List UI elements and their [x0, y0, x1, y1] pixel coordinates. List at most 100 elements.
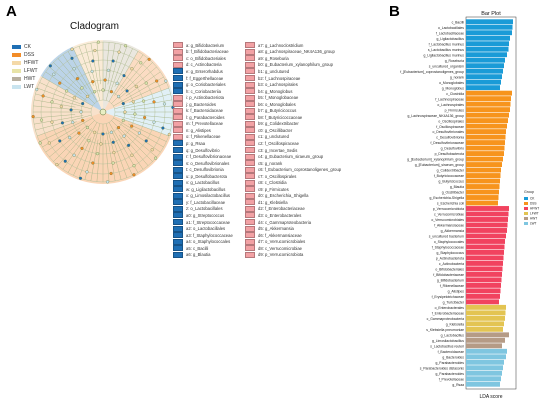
- taxa-legend-label: d8: c_Verrucomicrobiae: [258, 245, 302, 251]
- taxa-legend-item: a8: g_Lachnospiraceae_NK4A136_group: [245, 48, 341, 56]
- tree-node: [103, 78, 107, 82]
- taxa-legend-item: b6: o_Monoglobales: [245, 101, 341, 108]
- group-swatch: [12, 77, 21, 81]
- bar-category-label: f_Lachnospiraceae: [435, 97, 464, 101]
- taxa-legend-item: x: g_Limosilactobacillus: [173, 192, 233, 200]
- bar-category-label: g_Ligilactobacillus: [436, 37, 464, 41]
- taxa-swatch: [245, 212, 255, 219]
- taxa-legend-item: i: p_Actinobacteriota: [173, 94, 233, 101]
- taxa-legend-label: d2: f_Enterobacteriaceae: [258, 206, 305, 212]
- tree-node: [59, 104, 63, 109]
- tree-branch: [45, 71, 87, 101]
- tree-node: [101, 132, 105, 136]
- taxa-swatch: [173, 55, 183, 62]
- taxa-legend-item: c3: g_Incertae_Sedis: [245, 147, 341, 154]
- bar: [466, 52, 507, 58]
- taxa-legend-label: e: g_Enterorhabdus: [186, 68, 223, 74]
- bar-category-label: g_Colidextribacter: [437, 169, 465, 173]
- taxa-legend-item: e: g_Enterorhabdus: [173, 68, 233, 75]
- taxa-legend-label: a0: g_Streptococcus: [186, 212, 225, 218]
- taxa-legend-label: b4: g_Monoglobus: [258, 88, 293, 94]
- taxa-swatch: [173, 219, 183, 226]
- bar: [466, 68, 503, 74]
- tree-node: [123, 44, 128, 48]
- bar-category-label: g_Escherichia-Shigella: [430, 196, 465, 200]
- taxa-swatch: [245, 192, 255, 199]
- taxa-swatch: [245, 173, 255, 180]
- taxa-legend-label: b1: g_unclutured: [258, 68, 290, 74]
- taxa-swatch: [173, 212, 183, 219]
- taxa-legend-label: j: g_Bacteroides: [186, 101, 217, 107]
- tree-node: [127, 143, 131, 147]
- taxa-legend-label: u: p_Desulfobacterota: [186, 173, 227, 179]
- bar-legend-swatch: [524, 217, 528, 220]
- bar: [466, 326, 503, 332]
- taxa-swatch: [173, 114, 183, 121]
- taxa-legend-label: d1: g_Klebsiella: [258, 199, 288, 205]
- tree-branch: [49, 124, 88, 158]
- tree-node: [55, 163, 59, 167]
- group-legend-item: DSS: [12, 51, 54, 59]
- bar: [466, 315, 505, 321]
- tree-node: [147, 57, 151, 61]
- tree-node: [60, 121, 64, 125]
- tree-node: [122, 134, 126, 138]
- taxa-legend-item: d7: o_Verrucomicrobiales: [245, 238, 341, 245]
- bar-category-label: o_Monoglobales: [439, 81, 464, 85]
- taxa-legend-label: c1: g_unclutured: [258, 134, 289, 140]
- taxa-legend-item: c8: c_Clostridia: [245, 179, 341, 186]
- taxa-legend-label: w: g_Ligilactobacillus: [186, 186, 226, 192]
- taxa-legend-item: n: g_Alistipes: [173, 127, 233, 134]
- taxa-legend-item: b: f_Bifidobacteriaceae: [173, 48, 233, 56]
- bar: [466, 217, 508, 222]
- bar-category-label: o_Oscillospirales: [438, 119, 464, 123]
- taxa-legend-item: c5: g_norank: [245, 160, 341, 167]
- taxa-legend-label: c2: f_Oscillospiraceae: [258, 140, 299, 146]
- tree-branch: [57, 133, 86, 166]
- bar: [466, 233, 506, 239]
- taxa-legend-label: c: o_Bifidobacteriales: [186, 55, 226, 61]
- taxa-legend-label: d3: o_Enterobacterales: [258, 212, 302, 218]
- taxa-swatch: [245, 225, 255, 232]
- cladogram-title: Cladogram: [70, 21, 119, 32]
- taxa-legend-label: d9: p_Verrucomicrobiota: [258, 252, 304, 258]
- taxa-legend-column-1: a: g_Bifidobacterium b: f_Bifidobacteriac…: [173, 42, 233, 258]
- taxa-legend-item: v: g_Lactobacillus: [173, 179, 233, 186]
- tree-node: [69, 108, 73, 112]
- tree-branch: [34, 115, 84, 125]
- bar-category-label: f_Enterobacteriaceae: [432, 311, 464, 315]
- bar: [466, 178, 500, 184]
- tree-branch: [33, 114, 76, 119]
- taxa-swatch: [173, 153, 183, 160]
- tree-node: [58, 81, 62, 85]
- taxa-legend-item: d3: o_Enterobacterales: [245, 212, 341, 219]
- tree-node: [93, 48, 97, 53]
- tree-node: [47, 141, 51, 145]
- taxa-swatch: [173, 140, 183, 147]
- tree-node: [167, 132, 171, 137]
- tree-node: [90, 69, 94, 73]
- taxa-legend-item: y: f_Lactobacillaceae: [173, 199, 233, 206]
- taxa-swatch: [245, 75, 255, 81]
- taxa-swatch: [173, 48, 183, 55]
- bar: [466, 63, 504, 69]
- panel-letter-a: A: [6, 3, 17, 20]
- tree-node: [154, 156, 158, 160]
- tree-node: [63, 159, 67, 163]
- taxa-legend-item: j: g_Bacteroides: [173, 101, 233, 108]
- tree-node: [162, 102, 167, 106]
- tree-node: [106, 68, 111, 72]
- tree-node: [122, 74, 126, 78]
- tree-node: [78, 176, 83, 180]
- tree-node: [85, 126, 89, 130]
- bar-category-label: c_Gammaproteobacteria: [427, 317, 464, 321]
- tree-node: [35, 87, 39, 92]
- bar-category-label: s_uncultured bacterium: [429, 235, 464, 239]
- bar-legend-label: LFWT: [530, 212, 539, 216]
- taxa-swatch: [173, 179, 183, 186]
- tree-branch: [128, 123, 167, 142]
- tree-branch: [34, 99, 76, 108]
- taxa-legend-item: a: g_Bifidobacterium: [173, 42, 233, 49]
